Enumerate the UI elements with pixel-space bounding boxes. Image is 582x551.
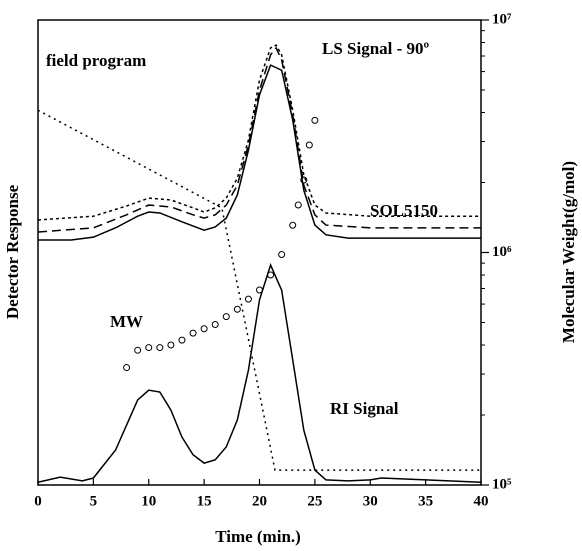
mw-point (222, 313, 230, 321)
x-tick-label: 40 (474, 493, 489, 509)
mw-point (211, 321, 219, 329)
series-line (37, 262, 482, 483)
y2-tick-label: 10⁶ (492, 244, 512, 260)
mw-point (300, 176, 308, 184)
mw-point (178, 336, 186, 344)
series-line (38, 64, 481, 241)
annotation: SOL5150 (370, 201, 438, 220)
x-tick-label: 30 (363, 493, 378, 509)
x-tick-label: 25 (307, 493, 322, 509)
annotation: LS Signal - 90º (322, 39, 430, 58)
plot-frame (37, 19, 482, 486)
x-tick-label: 35 (418, 493, 433, 509)
mw-point (289, 221, 297, 229)
y2-tick-label: 10⁷ (492, 11, 512, 27)
mw-point (311, 116, 319, 124)
mw-point (278, 251, 286, 259)
series-line (37, 44, 481, 221)
x-tick-label: 20 (252, 493, 267, 509)
mw-point (134, 346, 142, 354)
y2-axis-title: Molecular Weight(g/mol) (559, 161, 578, 343)
mw-point (200, 325, 208, 333)
series-line (37, 46, 481, 233)
x-tick-label: 0 (34, 493, 42, 509)
mw-point (233, 305, 241, 313)
x-axis-title: Time (min.) (215, 527, 301, 546)
y-axis-title: Detector Response (3, 184, 22, 319)
mw-point (294, 201, 302, 209)
annotation: RI Signal (330, 399, 399, 418)
mw-point (305, 141, 313, 149)
mw-point (256, 286, 263, 294)
mw-point (167, 341, 175, 349)
annotation: field program (46, 51, 146, 70)
mw-point (123, 364, 131, 372)
series-line (37, 109, 481, 471)
mw-point (156, 344, 164, 352)
mw-point (267, 271, 275, 279)
mw-point (145, 344, 153, 352)
x-tick-label: 15 (197, 493, 212, 509)
annotation: MW (110, 312, 143, 331)
y2-tick-label: 10⁵ (492, 476, 512, 492)
mw-point (244, 295, 252, 303)
x-tick-label: 10 (141, 493, 156, 509)
mw-point (189, 329, 197, 337)
x-tick-label: 5 (90, 493, 98, 509)
